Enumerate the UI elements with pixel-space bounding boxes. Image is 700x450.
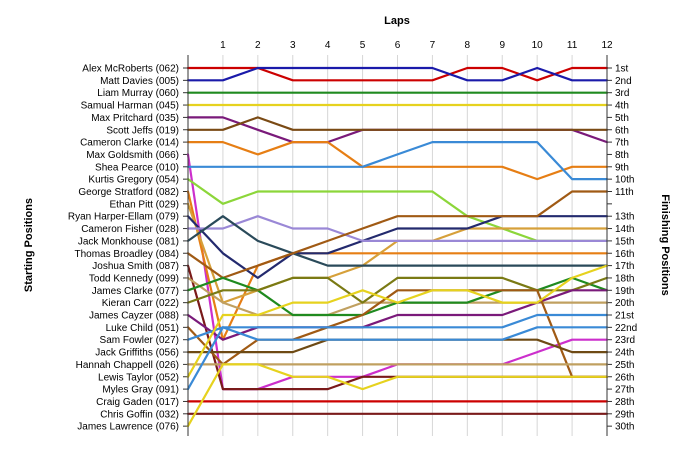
finishing-position-label: 18th (615, 273, 634, 284)
starting-position-label: Chris Goffin (032) (100, 409, 179, 420)
starting-position-label: James Cayzer (088) (89, 311, 179, 322)
starting-position-label: Joshua Smith (087) (92, 261, 179, 272)
finishing-position-label: 10th (615, 175, 634, 186)
series-line-7 (186, 141, 609, 181)
lap-labels: 1 2 3 4 5 6 7 8 9 10 11 12 (220, 40, 613, 51)
starting-position-label: Matt Davies (005) (100, 76, 179, 87)
lap-tick-label: 3 (290, 40, 296, 51)
starting-position-label: Samual Harman (045) (81, 101, 179, 112)
lap-tick-label: 10 (532, 40, 544, 51)
starting-position-label: Luke Child (051) (106, 323, 179, 334)
finishing-position-label: 25th (615, 360, 634, 371)
lap-tick-label: 12 (601, 40, 613, 51)
finish-labels: 1st2nd3rd4th5th6th7th8th9th10th11th13th1… (615, 64, 637, 433)
starting-position-label: Hannah Chappell (026) (76, 360, 179, 371)
finishing-position-label: 7th (615, 138, 629, 149)
finishing-position-label: 27th (615, 385, 634, 396)
finishing-position-label: 9th (615, 162, 629, 173)
lap-tick-label: 11 (567, 40, 578, 51)
lap-tick-label: 5 (360, 40, 366, 51)
finishing-position-label: 19th (615, 286, 634, 297)
lap-tick-label: 7 (430, 40, 436, 51)
starting-position-label: Liam Murray (060) (97, 88, 179, 99)
finishing-position-label: 3rd (615, 88, 629, 99)
finishing-position-label: 30th (615, 422, 634, 433)
lap-tick-label: 2 (255, 40, 261, 51)
finishing-position-label: 26th (615, 372, 634, 383)
starting-position-label: Ryan Harper-Ellam (079) (68, 212, 179, 223)
finishing-position-label: 13th (615, 212, 634, 223)
lap-tick-label: 6 (395, 40, 401, 51)
finishing-position-label: 14th (615, 224, 634, 235)
starting-position-label: Todd Kennedy (099) (89, 273, 179, 284)
starting-position-label: Max Pritchard (035) (91, 113, 179, 124)
driver-labels: Alex McRoberts (062)Matt Davies (005)Lia… (68, 64, 179, 433)
series-line-15 (186, 215, 609, 267)
starting-position-label: Alex McRoberts (062) (82, 64, 179, 75)
finishing-position-label: 1st (615, 64, 629, 75)
finishing-position-label: 8th (615, 150, 629, 161)
finishing-position-label: 2nd (615, 76, 632, 87)
finishing-position-label: 23rd (615, 335, 635, 346)
starting-position-label: James Clarke (077) (92, 286, 179, 297)
finishing-position-label: 17th (615, 261, 634, 272)
y-axis-label-right: Finishing Positions (659, 194, 671, 295)
finishing-position-label: 21st (615, 311, 634, 322)
finishing-position-label: 22nd (615, 323, 637, 334)
finishing-position-label: 4th (615, 101, 629, 112)
starting-position-label: Ethan Pitt (029) (110, 199, 179, 210)
starting-position-label: Lewis Taylor (052) (98, 372, 179, 383)
starting-position-label: Craig Gaden (017) (96, 397, 179, 408)
finishing-position-label: 16th (615, 249, 634, 260)
starting-position-label: Myles Gray (091) (102, 385, 179, 396)
starting-position-label: Sam Fowler (027) (100, 335, 179, 346)
series-line-27 (186, 326, 609, 391)
series-line-2 (186, 66, 609, 82)
finishing-position-label: 15th (615, 236, 634, 247)
series-line-16 (186, 190, 609, 279)
lap-tick-label: 1 (220, 40, 226, 51)
starting-position-label: Cameron Fisher (028) (81, 224, 179, 235)
series-line-6 (186, 116, 609, 131)
starting-position-label: Max Goldsmith (066) (86, 150, 179, 161)
finishing-position-label: 11th (615, 187, 634, 198)
starting-position-label: Shea Pearce (010) (95, 162, 179, 173)
lap-tick-label: 8 (465, 40, 471, 51)
grid-layer (183, 55, 612, 436)
series-line-14 (186, 215, 609, 242)
series-layer (186, 66, 609, 428)
series-line-26 (186, 264, 609, 378)
finishing-position-label: 6th (615, 125, 629, 136)
starting-position-label: Kieran Carr (022) (102, 298, 179, 309)
y-axis-label-left: Starting Positions (23, 198, 35, 292)
finishing-position-label: 28th (615, 397, 634, 408)
starting-position-label: James Lawrence (076) (77, 422, 179, 433)
starting-position-label: Cameron Clarke (014) (80, 138, 179, 149)
series-line-30 (186, 363, 609, 428)
starting-position-label: Thomas Broadley (084) (75, 249, 180, 260)
finishing-position-label: 29th (615, 409, 634, 420)
lap-tick-label: 9 (499, 40, 505, 51)
chart-title: Laps (384, 15, 410, 27)
finishing-position-label: 24th (615, 348, 634, 359)
finishing-position-label: 5th (615, 113, 629, 124)
lap-tick-label: 4 (325, 40, 331, 51)
starting-position-label: Kurtis Gregory (054) (88, 175, 179, 186)
finishing-position-label: 20th (615, 298, 634, 309)
starting-position-label: Jack Griffiths (056) (95, 348, 179, 359)
series-line-9 (186, 141, 609, 181)
series-line-23 (186, 313, 609, 341)
starting-position-label: George Stratford (082) (78, 187, 179, 198)
starting-position-label: Jack Monkhouse (081) (78, 236, 179, 247)
starting-position-label: Scott Jeffs (019) (106, 125, 179, 136)
